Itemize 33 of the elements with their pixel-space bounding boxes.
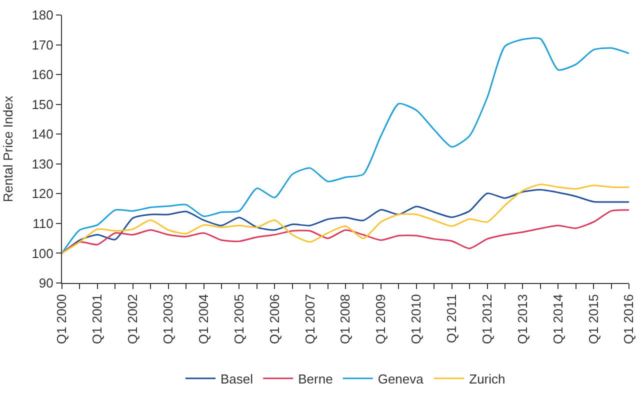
x-tick-label: Q1 2012 bbox=[479, 294, 494, 344]
x-tick-label: Q1 2000 bbox=[54, 294, 70, 344]
x-tick-label: Q1 2011 bbox=[444, 294, 460, 344]
y-tick-label: 100 bbox=[32, 246, 54, 261]
x-tick-label: Q1 2009 bbox=[373, 294, 388, 344]
x-tick-label: Q1 2013 bbox=[514, 294, 530, 344]
x-tick-label: Q1 2002 bbox=[125, 294, 140, 344]
y-tick-label: 120 bbox=[32, 186, 54, 202]
y-tick-label: 150 bbox=[32, 96, 54, 112]
x-tick-label: Q1 2006 bbox=[266, 294, 282, 344]
y-tick-label: 160 bbox=[32, 67, 54, 82]
legend-label: Geneva bbox=[378, 371, 424, 386]
y-tick-label: 90 bbox=[38, 276, 54, 291]
x-tick-label: Q1 2005 bbox=[231, 294, 246, 344]
y-tick-label: 130 bbox=[32, 156, 54, 172]
x-tick-label: Q1 2003 bbox=[160, 294, 176, 344]
x-tick-label: Q1 2015 bbox=[586, 294, 601, 344]
x-tick-label: Q1 2004 bbox=[196, 294, 211, 344]
legend-label: Berne bbox=[298, 371, 333, 386]
y-tick-label: 140 bbox=[32, 126, 54, 142]
legend-label: Basel bbox=[220, 371, 254, 386]
line-series bbox=[62, 37, 629, 254]
x-tick-label: Q1 2001 bbox=[90, 294, 105, 344]
x-tick-label: Q1 2010 bbox=[408, 294, 424, 344]
y-axis-title: Rental Price Index bbox=[0, 95, 16, 202]
x-tick-label: Q1 2014 bbox=[550, 294, 566, 344]
y-tick-label: 170 bbox=[32, 37, 54, 52]
y-tick-label: 110 bbox=[32, 216, 54, 231]
y-tick-label: 180 bbox=[32, 8, 54, 23]
legend-label: Zurich bbox=[469, 371, 506, 386]
x-tick-label: Q1 2016 bbox=[621, 294, 636, 344]
x-tick-label: Q1 2007 bbox=[302, 294, 318, 344]
x-tick-label: Q1 2008 bbox=[338, 294, 353, 344]
